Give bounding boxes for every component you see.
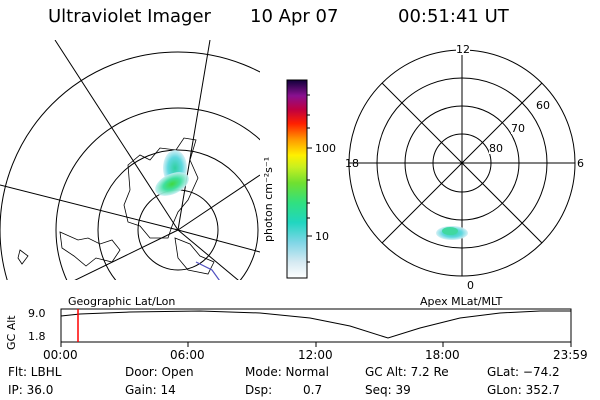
mlat-label-80: 80 [489, 142, 503, 155]
colorbar-tick-label: 100 [315, 142, 336, 155]
apex-grid-label: Apex MLat/MLT [420, 295, 503, 308]
mlt-label-12: 12 [456, 43, 470, 56]
dsp-value: 0.7 [303, 383, 323, 397]
colorbar-tick-label: 10 [315, 230, 329, 243]
door-readout: Door: Open [125, 365, 194, 379]
coastline [195, 261, 220, 280]
y-tick-label: 1.8 [28, 330, 46, 343]
gc-altitude-readout: GC Alt: 7.2 Re [365, 365, 449, 379]
altitude-curve [60, 310, 571, 339]
coastline [59, 231, 121, 267]
polar-plot [348, 49, 576, 277]
latitude-circle [97, 149, 259, 280]
geographic-grid-label: Geographic Lat/Lon [68, 295, 176, 308]
instrument-title: Ultraviolet Imager [48, 6, 211, 27]
sequence-readout: Seq: 39 [365, 383, 411, 397]
aurora-emission [442, 227, 458, 235]
mlat-label-60: 60 [536, 99, 550, 112]
gain-readout: Gain: 14 [125, 383, 176, 397]
geographic-map [0, 40, 260, 280]
coastline [17, 249, 29, 265]
polar-axis [381, 82, 543, 244]
time-label: 00:51:41 UT [398, 6, 509, 27]
aurora-emission [155, 172, 189, 196]
x-tick-label: 12:00 [298, 348, 333, 362]
mlt-label-18: 18 [345, 157, 359, 170]
mlt-label-0: 0 [467, 279, 474, 292]
colorbar [286, 79, 312, 279]
meridian-line [177, 229, 239, 280]
dsp-label: Dsp: [245, 383, 273, 397]
filter-readout: Flt: LBHL [8, 365, 62, 379]
date-label: 10 Apr 07 [250, 6, 339, 27]
x-tick-label: 00:00 [43, 348, 78, 362]
mlt-label-6: 6 [577, 157, 584, 170]
meridian-line [74, 229, 179, 280]
x-tick-label: 06:00 [170, 348, 205, 362]
x-tick-label: 18:00 [425, 348, 460, 362]
latitude-circle [0, 51, 260, 280]
meridian-line [0, 184, 179, 231]
meridian-line [54, 40, 179, 231]
altitude-timeline [60, 308, 572, 347]
meridian-line [177, 40, 211, 231]
meridian-line [177, 174, 260, 231]
coastline [123, 137, 199, 239]
meridian-line [177, 229, 260, 253]
coastline [174, 237, 215, 275]
y-tick-label: 9.0 [28, 307, 46, 320]
colorbar-gradient [286, 79, 308, 279]
colorbar-unit-label: photon cm⁻²s⁻¹ [262, 156, 275, 242]
geographic-latitude-readout: GLat: −74.2 [487, 365, 560, 379]
mlat-label-70: 70 [511, 122, 525, 135]
geographic-longitude-readout: GLon: 352.7 [487, 383, 560, 397]
mode-readout: Mode: Normal [245, 365, 329, 379]
timeline-y-label: GC Alt [5, 315, 18, 350]
x-tick-label: 23:59 [553, 348, 588, 362]
ip-readout: IP: 36.0 [8, 383, 54, 397]
latitude-circle [55, 107, 260, 280]
